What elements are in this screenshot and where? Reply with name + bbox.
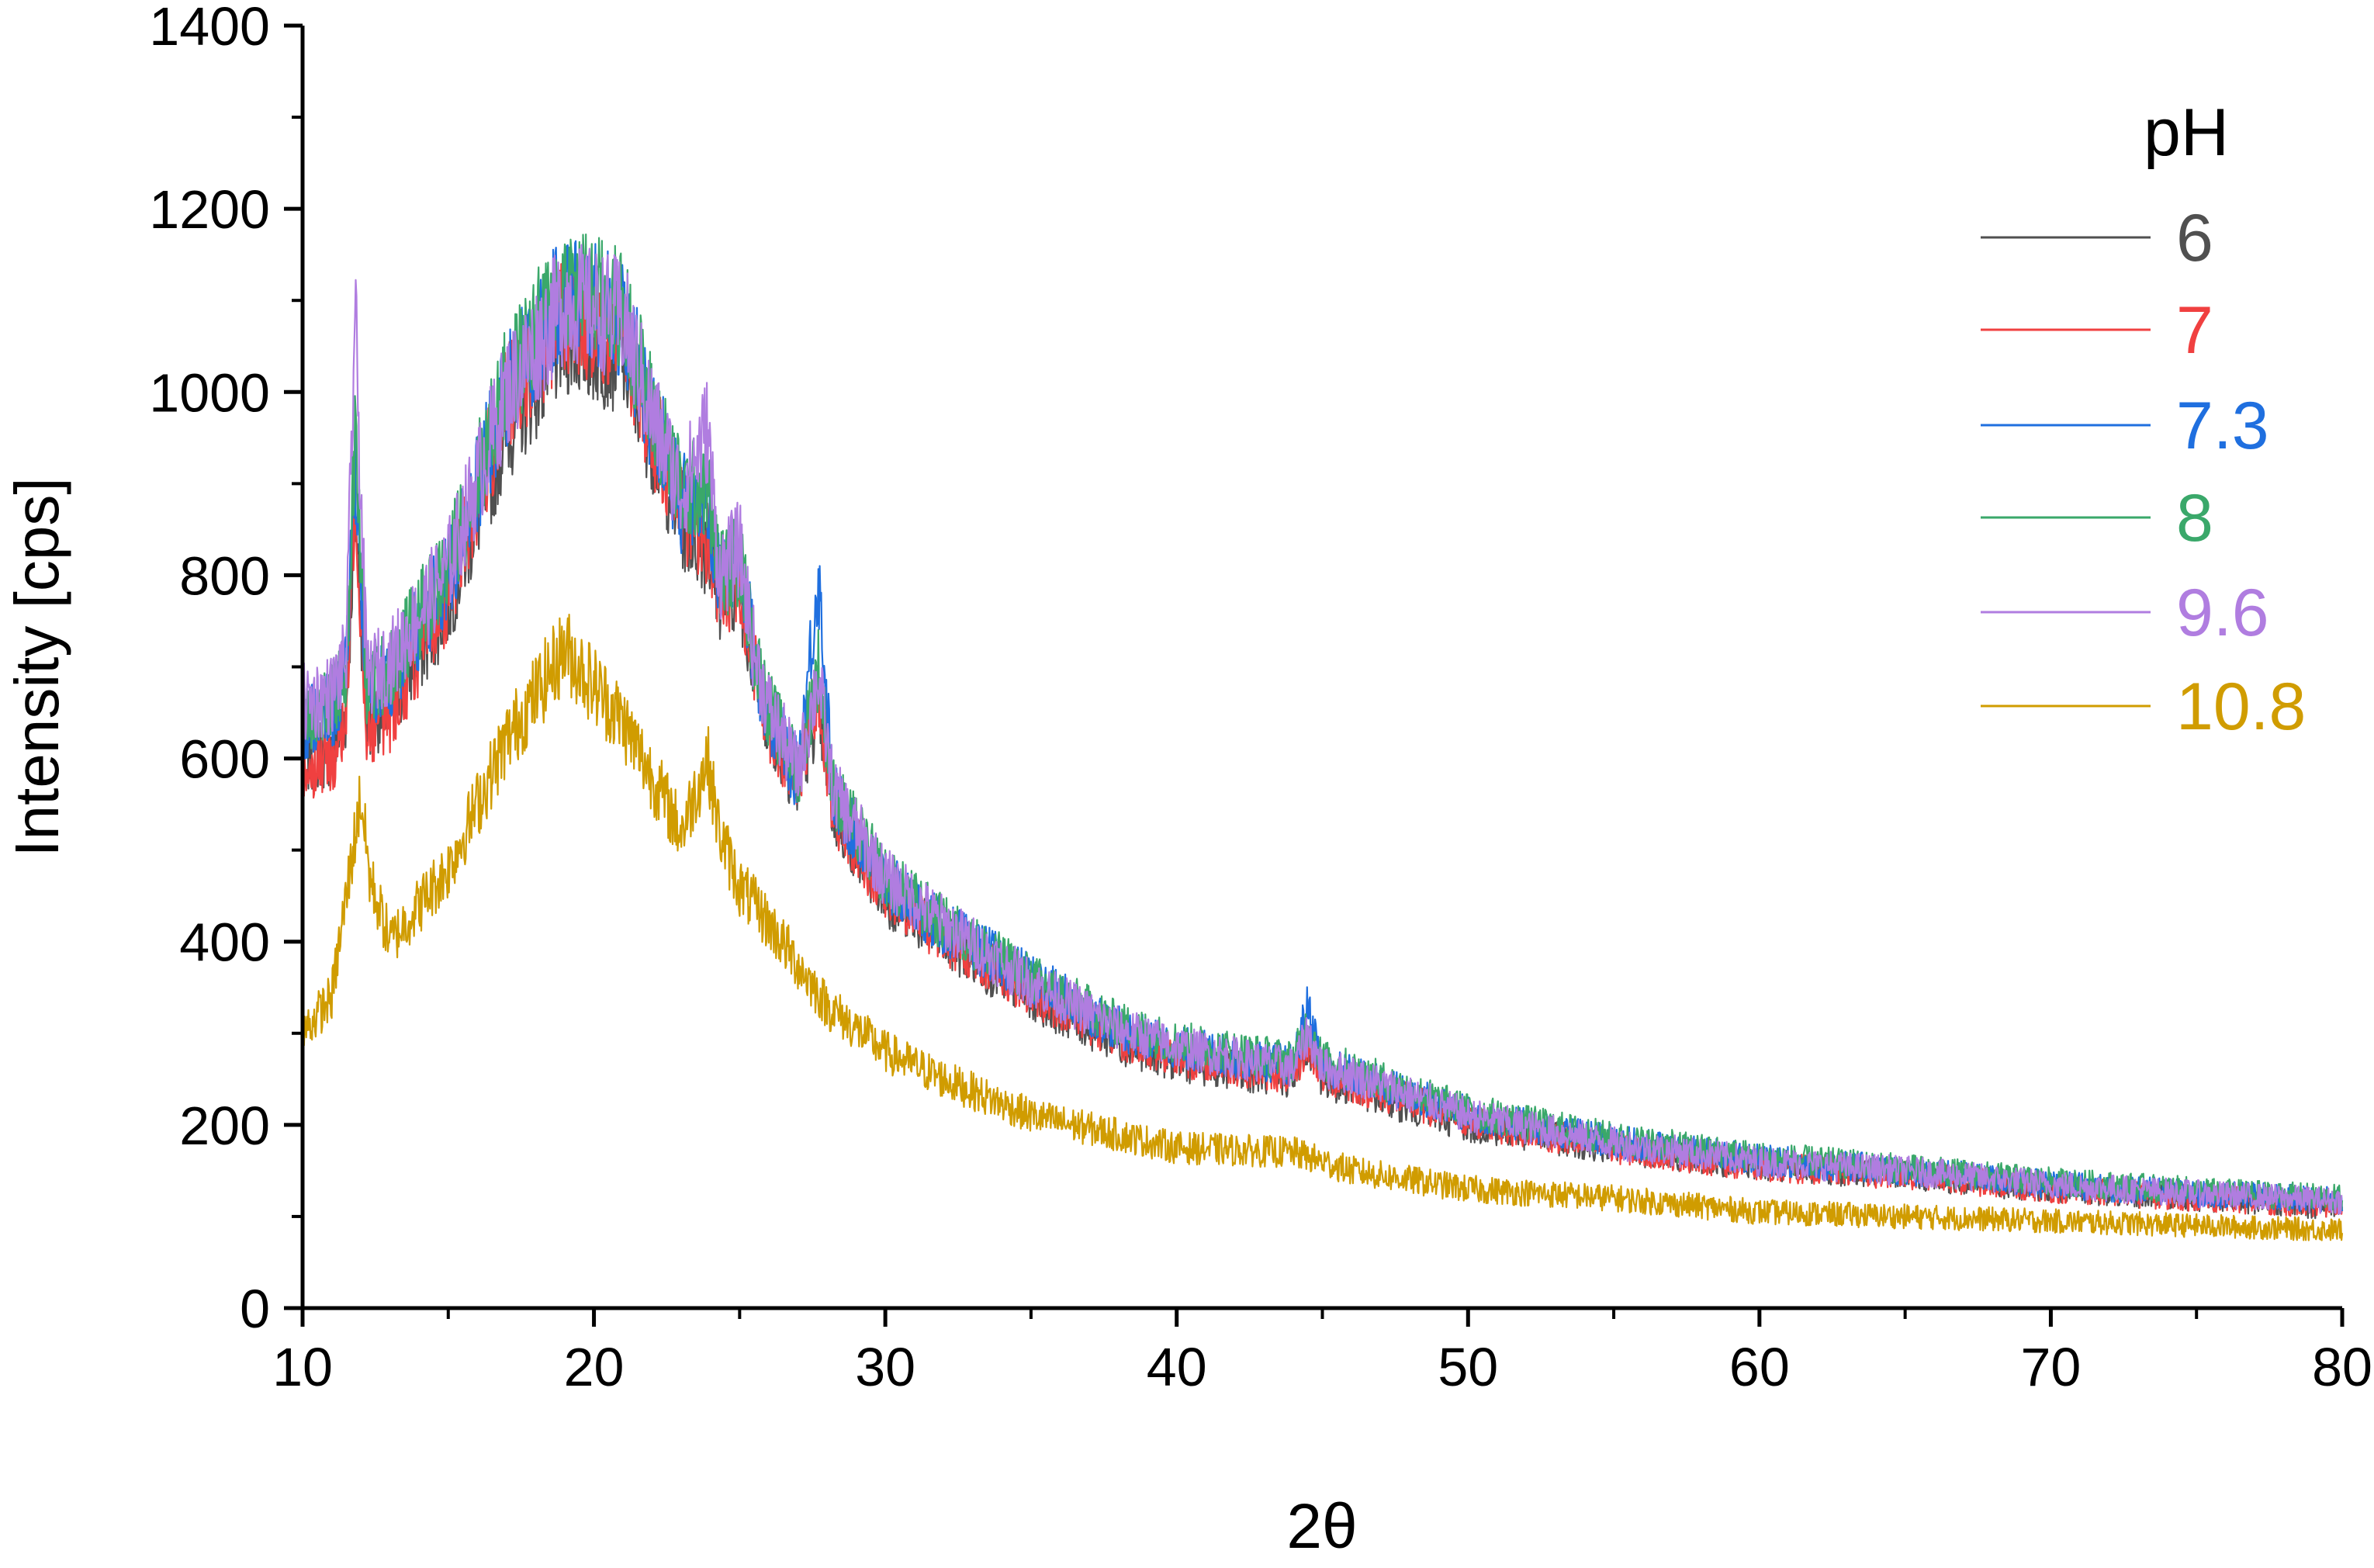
x-tick-label: 20 <box>564 1337 625 1397</box>
legend-label: 7.3 <box>2176 389 2269 463</box>
legend-label: 7 <box>2176 293 2213 368</box>
y-tick-label: 1200 <box>149 179 270 240</box>
x-tick-label: 30 <box>855 1337 915 1397</box>
y-tick-label: 800 <box>179 545 270 606</box>
y-tick-label: 1000 <box>149 362 270 423</box>
legend-label: 6 <box>2176 201 2213 275</box>
y-tick-label: 600 <box>179 729 270 790</box>
legend-label: 9.6 <box>2176 576 2269 650</box>
legend: pH 6 7 7.3 8 9.6 10.8 <box>1981 95 2306 744</box>
x-tick-label: 40 <box>1147 1337 1207 1397</box>
axes-layer: 10 20 30 40 50 60 70 80020040060080010001200140… <box>149 0 2372 1397</box>
legend-title: pH <box>2144 95 2229 170</box>
y-tick-label: 200 <box>179 1096 270 1156</box>
x-tick-label: 70 <box>2020 1337 2081 1397</box>
legend-label: 8 <box>2176 481 2213 556</box>
legend-label: 10.8 <box>2176 670 2306 744</box>
x-tick-label: 60 <box>1729 1337 1790 1397</box>
y-axis-label: Intensity [cps] <box>2 477 71 857</box>
y-tick-label: 400 <box>179 912 270 973</box>
x-tick-label: 10 <box>272 1337 333 1397</box>
x-axis-label: 2θ <box>1286 1491 1357 1562</box>
y-tick-label: 1400 <box>149 0 270 57</box>
y-tick-label: 0 <box>240 1279 270 1339</box>
series-line-ph-9-6 <box>301 244 2343 1215</box>
x-tick-label: 80 <box>2312 1337 2372 1397</box>
series-line-ph-10-8 <box>301 614 2344 1241</box>
x-tick-label: 50 <box>1438 1337 1498 1397</box>
series-layer <box>301 234 2344 1241</box>
